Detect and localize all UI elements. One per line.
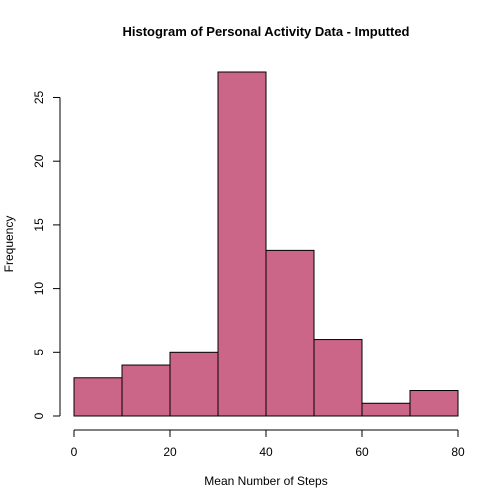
y-tick-label-4: 20 (32, 154, 46, 168)
y-axis: 0 5 10 15 20 25 (32, 90, 61, 419)
y-tick-label-5: 25 (32, 90, 46, 104)
x-axis-label: Mean Number of Steps (204, 474, 327, 488)
y-tick-label-2: 10 (32, 282, 46, 296)
chart-title: Histogram of Personal Activity Data - Im… (122, 24, 409, 39)
histogram-bar-0 (73, 377, 123, 417)
x-tick-label-0: 0 (71, 445, 78, 459)
histogram-bar-3 (217, 71, 267, 417)
x-tick-label-3: 60 (355, 445, 369, 459)
y-axis-label: Frequency (2, 216, 16, 273)
x-tick-label-4: 80 (451, 445, 465, 459)
histogram-bar-7 (409, 390, 459, 417)
y-tick-label-1: 5 (32, 349, 46, 356)
histogram-bar-2 (169, 351, 219, 417)
histogram-bar-1 (121, 364, 171, 417)
x-tick-label-1: 20 (163, 445, 177, 459)
y-tick-label-0: 0 (32, 412, 46, 419)
histogram-bar-6 (361, 402, 411, 417)
bars-group (73, 71, 459, 417)
histogram-bar-4 (265, 249, 315, 417)
y-tick-label-3: 15 (32, 218, 46, 232)
x-axis: 0 20 40 60 80 (71, 429, 465, 459)
histogram-bar-5 (313, 339, 363, 417)
x-tick-label-2: 40 (259, 445, 273, 459)
